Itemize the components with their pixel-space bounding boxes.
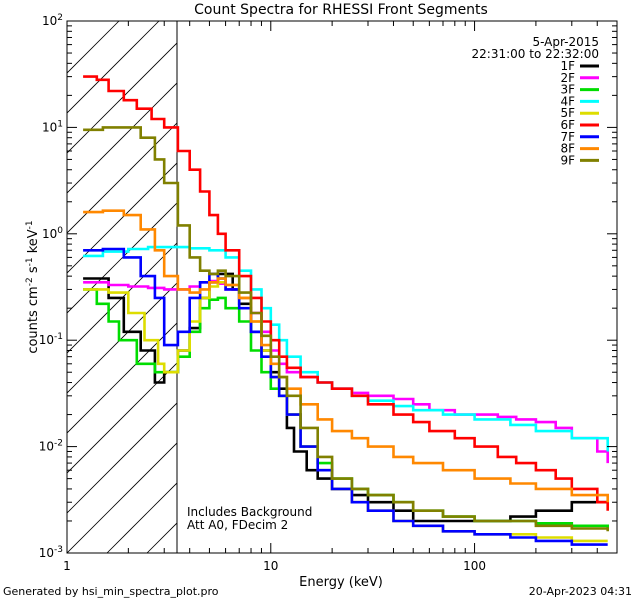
hatch-line <box>387 21 640 553</box>
legend-label-8F: 8F <box>560 142 575 156</box>
series-8F <box>83 209 609 503</box>
legend-label-2F: 2F <box>560 71 575 85</box>
axis-tick-labels: 1 10 100 10-3 10-2 10-1 100 101 102 <box>39 13 486 573</box>
hatch-line <box>67 42 177 154</box>
footer-timestamp: 20-Apr-2023 04:31 <box>529 585 632 598</box>
hatch-line <box>627 21 640 553</box>
hatch-line <box>106 482 177 553</box>
y-axis-label: counts cm-2 s-1 keV-1 <box>25 220 41 353</box>
y-tick-label: 100 <box>42 226 63 241</box>
axis-ticks <box>66 21 618 554</box>
y-tick-label: 101 <box>42 119 63 134</box>
hatch-line <box>67 362 177 474</box>
y-tick-label: 10-3 <box>39 545 63 560</box>
hatch-line <box>427 21 640 553</box>
series-9F <box>83 126 609 532</box>
series-6F <box>83 75 609 511</box>
legend-label-5F: 5F <box>560 106 575 120</box>
plot-frame <box>66 20 618 554</box>
footer-generated-by: Generated by hsi_min_spectra_plot.pro <box>3 585 219 598</box>
hatch-line <box>67 402 177 514</box>
series-5F <box>83 281 608 543</box>
y-tick-label: 10-2 <box>39 439 63 454</box>
y-tick-label: 102 <box>42 13 63 28</box>
annotation-background: Includes Background <box>187 505 312 519</box>
legend-date: 5-Apr-2015 <box>532 35 599 49</box>
series-layer <box>83 75 609 546</box>
hatch-line <box>227 21 640 553</box>
legend-label-9F: 9F <box>560 153 575 167</box>
hatch-line <box>67 282 177 394</box>
legend-time-range: 22:31:00 to 22:32:00 <box>472 47 599 61</box>
legend-label-1F: 1F <box>560 59 575 73</box>
hatch-line <box>467 21 640 553</box>
hatch-line <box>67 21 160 114</box>
hatch-line <box>67 442 177 553</box>
hatched-region <box>67 21 640 553</box>
series-4F <box>83 245 609 452</box>
legend-label-7F: 7F <box>560 130 575 144</box>
x-tick-label: 100 <box>463 559 486 573</box>
legend-label-3F: 3F <box>560 83 575 97</box>
chart-title: Count Spectra for RHESSI Front Segments <box>194 2 488 18</box>
legend-label-6F: 6F <box>560 118 575 132</box>
legend-label-4F: 4F <box>560 94 575 108</box>
hatch-line <box>67 202 177 314</box>
series-3F <box>83 288 609 529</box>
x-tick-label: 10 <box>263 559 278 573</box>
x-tick-label: 1 <box>63 559 71 573</box>
y-tick-label: 10-1 <box>39 332 63 347</box>
annotation-attenuator: Att A0, FDecim 2 <box>187 518 288 532</box>
x-axis-label: Energy (keV) <box>299 575 383 590</box>
hatch-line <box>67 21 120 74</box>
series-7F <box>83 247 608 546</box>
